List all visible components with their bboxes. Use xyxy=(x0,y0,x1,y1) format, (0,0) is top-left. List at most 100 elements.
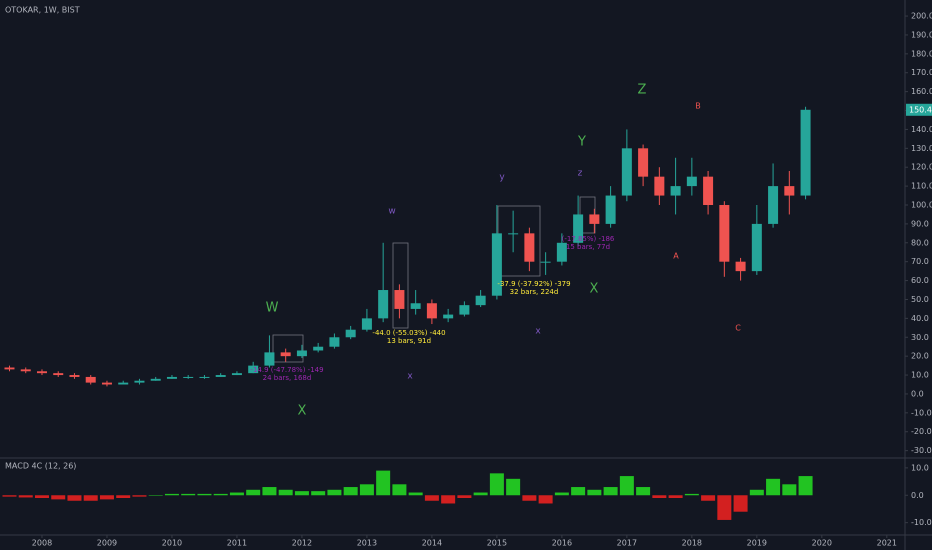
annotation: Y xyxy=(577,135,586,150)
y-tick-label: 70.0 xyxy=(911,257,929,266)
candle-body xyxy=(638,148,649,177)
histogram-bar xyxy=(376,470,391,496)
candle-body xyxy=(215,375,226,377)
candle-body xyxy=(621,148,632,196)
annotation: A xyxy=(673,252,679,261)
x-tick-label: 2011 xyxy=(227,539,247,548)
histogram-bar xyxy=(798,476,813,496)
candle-body xyxy=(475,295,486,306)
histogram-bar xyxy=(489,473,504,496)
candle-body xyxy=(296,350,307,357)
histogram-bar xyxy=(636,487,651,496)
histogram-bar xyxy=(392,484,407,496)
y-tick-label: 200.0 xyxy=(911,12,932,21)
histogram-bar xyxy=(294,491,309,496)
annotation: 32 bars, 224d xyxy=(510,288,559,296)
chart-title: OTOKAR, 1W, BIST xyxy=(5,6,80,15)
candle-body xyxy=(199,376,210,378)
candle-body xyxy=(313,346,324,351)
histogram-bar xyxy=(197,493,212,496)
y-tick-label: -30.0 xyxy=(911,446,932,455)
x-tick-label: 2009 xyxy=(97,539,117,548)
candle-body xyxy=(768,186,779,224)
histogram-bar xyxy=(343,487,358,496)
histogram-bar xyxy=(668,495,683,499)
annotation: y xyxy=(499,173,505,183)
histogram-bar xyxy=(701,495,716,501)
candle-body xyxy=(573,214,584,243)
histogram-bar xyxy=(717,495,732,520)
candle-body xyxy=(800,109,811,196)
histogram-bar xyxy=(164,493,179,496)
candle-body xyxy=(410,303,421,309)
annotation: B xyxy=(695,102,701,111)
candle-body xyxy=(134,380,145,383)
histogram-bar xyxy=(311,491,326,496)
histogram-bar xyxy=(148,495,163,496)
y-tick-label: 10.0 xyxy=(911,463,929,472)
candle-body xyxy=(248,365,259,374)
histogram-bar xyxy=(587,489,602,496)
x-tick-label: 2020 xyxy=(812,539,832,548)
candle-body xyxy=(784,186,795,196)
candle-body xyxy=(556,242,567,262)
y-tick-label: 60.0 xyxy=(911,276,929,285)
histogram-bar xyxy=(2,495,17,497)
annotation: 15 bars, 77d xyxy=(566,243,610,251)
annotation: -37.9 (-37.92%) -379 xyxy=(497,280,570,288)
y-tick-label: 170.0 xyxy=(911,68,932,77)
candle-body xyxy=(459,305,470,315)
x-tick-label: 2017 xyxy=(617,539,637,548)
candle-body xyxy=(443,314,454,319)
y-tick-label: 20.0 xyxy=(911,352,929,361)
histogram-bar xyxy=(538,495,553,504)
histogram-bar xyxy=(262,487,277,496)
histogram-bar xyxy=(766,478,781,496)
candle-body xyxy=(101,382,112,385)
histogram-bar xyxy=(278,489,293,496)
y-tick-label: 130.0 xyxy=(911,144,932,153)
candle-body xyxy=(118,382,129,385)
histogram-bar xyxy=(408,492,423,496)
histogram-bar xyxy=(327,489,342,496)
candle-body xyxy=(183,376,194,378)
histogram-bar xyxy=(359,484,374,496)
annotation: C xyxy=(735,324,741,333)
annotation: (-17.85%) -186 xyxy=(562,235,615,243)
histogram-bar xyxy=(441,495,456,504)
y-tick-label: 90.0 xyxy=(911,219,929,228)
y-tick-label: 190.0 xyxy=(911,30,932,39)
candle-body xyxy=(605,195,616,224)
histogram-bar xyxy=(522,495,537,501)
candle-body xyxy=(735,261,746,272)
candle-body xyxy=(150,378,161,381)
x-tick-label: 2012 xyxy=(292,539,312,548)
candle-body xyxy=(654,176,665,196)
histogram-bar xyxy=(18,495,33,498)
candle-body xyxy=(589,214,600,224)
histogram-bar xyxy=(229,492,244,496)
y-tick-label: -20.0 xyxy=(911,427,932,436)
histogram-bar xyxy=(571,487,586,496)
x-tick-label: 2021 xyxy=(877,539,897,548)
annotation: z xyxy=(578,169,583,179)
annotation: X xyxy=(590,282,599,297)
x-tick-label: 2010 xyxy=(162,539,182,548)
histogram-bar xyxy=(99,495,114,500)
y-tick-label: 0.0 xyxy=(911,491,924,500)
histogram-bar xyxy=(473,492,488,496)
annotation: Z xyxy=(638,83,647,98)
y-tick-label: 80.0 xyxy=(911,238,929,247)
histogram-bar xyxy=(424,495,439,501)
annotation: x xyxy=(407,372,413,382)
candle-body xyxy=(231,373,242,376)
histogram-bar xyxy=(83,495,98,501)
candle-body xyxy=(166,376,177,379)
histogram-bar xyxy=(132,495,147,497)
candle-body xyxy=(361,318,372,330)
histogram-bar xyxy=(51,495,66,500)
candle-body xyxy=(345,329,356,338)
candle-body xyxy=(264,352,275,366)
